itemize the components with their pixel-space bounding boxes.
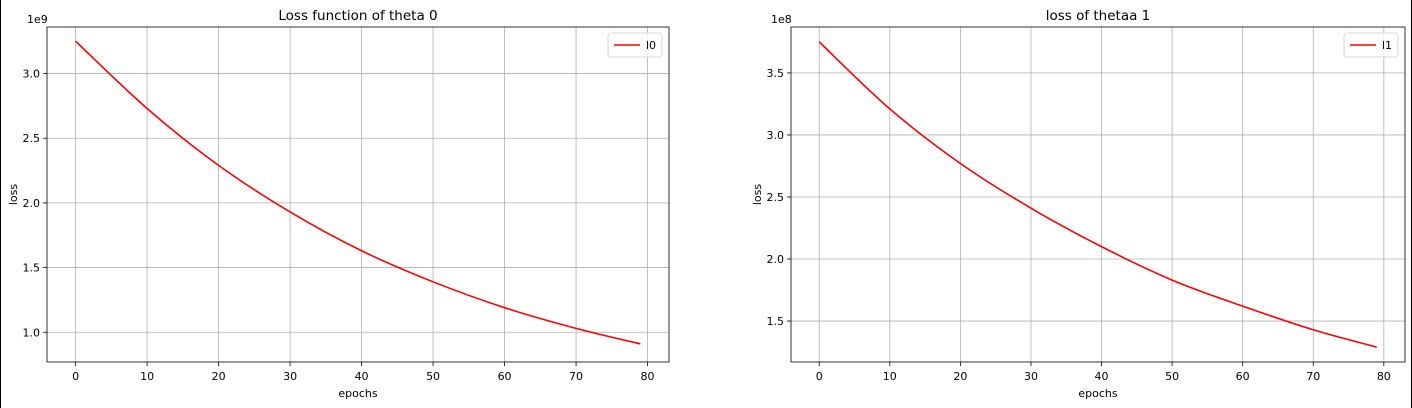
x-tick-label: 40 — [1095, 370, 1109, 383]
x-tick-label: 70 — [1306, 370, 1320, 383]
plot-frame — [790, 26, 1406, 363]
x-tick-label: 60 — [498, 370, 512, 383]
x-tick-label: 70 — [569, 370, 583, 383]
y-tick-label: 1.0 — [23, 326, 41, 339]
x-tick-label: 80 — [641, 370, 655, 383]
x-axis-label: epochs — [338, 387, 377, 400]
x-tick-label: 50 — [426, 370, 440, 383]
y-axis-label: loss — [7, 184, 20, 206]
x-tick-label: 0 — [816, 370, 823, 383]
y-axis-label: loss — [751, 184, 764, 206]
x-tick-label: 20 — [212, 370, 226, 383]
x-tick-label: 30 — [283, 370, 297, 383]
x-tick-label: 20 — [953, 370, 967, 383]
y-tick-label: 2.5 — [767, 191, 785, 204]
y-tick-label: 2.5 — [23, 132, 41, 145]
y-tick-label: 3.5 — [767, 67, 785, 80]
y-offset-label: 1e9 — [27, 13, 48, 26]
legend-label: l0 — [646, 39, 656, 52]
chart-title: loss of thetaa 1 — [1046, 8, 1151, 24]
x-axis-label: epochs — [1078, 387, 1117, 400]
y-tick-label: 2.0 — [767, 253, 785, 266]
chart-title: Loss function of theta 0 — [278, 8, 437, 24]
x-tick-label: 30 — [1024, 370, 1038, 383]
series-line-l0 — [75, 40, 641, 345]
y-tick-label: 3.0 — [767, 129, 785, 142]
x-tick-label: 50 — [1165, 370, 1179, 383]
x-tick-label: 10 — [140, 370, 154, 383]
y-tick-label: 2.0 — [23, 197, 41, 210]
x-tick-label: 0 — [72, 370, 79, 383]
y-tick-label: 1.5 — [23, 262, 41, 275]
y-tick-label: 3.0 — [23, 68, 41, 81]
left-border — [0, 0, 1, 408]
plot-frame — [46, 26, 670, 363]
x-tick-label: 10 — [883, 370, 897, 383]
series-line-l1 — [818, 41, 1377, 348]
x-tick-label: 40 — [355, 370, 369, 383]
legend-label: l1 — [1382, 39, 1392, 52]
y-tick-label: 1.5 — [767, 315, 785, 328]
x-tick-label: 80 — [1377, 370, 1391, 383]
y-offset-label: 1e8 — [771, 13, 792, 26]
x-tick-label: 60 — [1236, 370, 1250, 383]
